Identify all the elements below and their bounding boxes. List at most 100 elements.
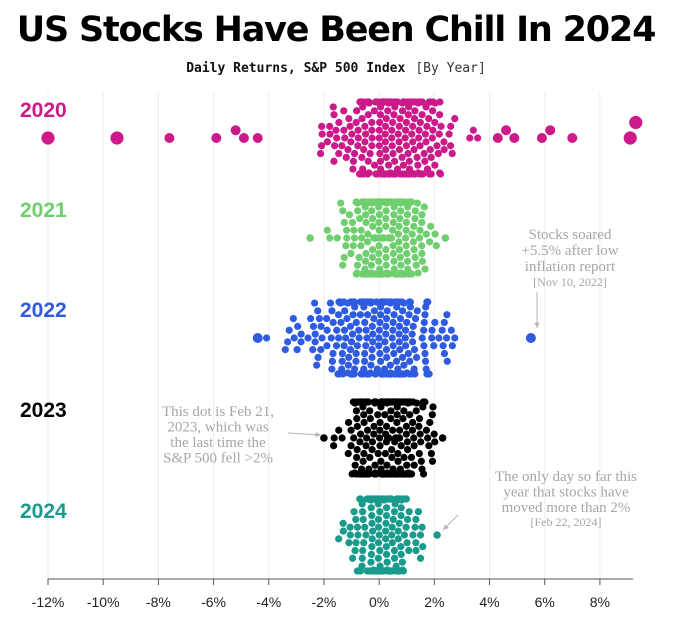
- data-dot: [361, 257, 370, 265]
- data-dot: [401, 126, 410, 134]
- data-dot: [433, 142, 441, 150]
- data-dot: [406, 357, 414, 365]
- highlight-dot: [501, 125, 512, 136]
- data-dot: [445, 130, 453, 138]
- data-dot: [389, 426, 397, 434]
- data-dot: [363, 434, 371, 442]
- chart-subtitle-note: [By Year]: [415, 61, 485, 76]
- data-dot: [396, 346, 404, 354]
- data-dot: [330, 111, 338, 119]
- data-dot: [361, 318, 369, 327]
- x-axis: -12% -10% -8% -6% -4% -2% 0% 2% 4% 6% 8%: [32, 579, 610, 610]
- data-dot: [328, 307, 336, 315]
- data-dot: [329, 318, 337, 327]
- data-dot: [383, 558, 391, 566]
- data-dot: [421, 130, 429, 138]
- highlight-dot: [164, 133, 175, 143]
- data-dot: [403, 539, 411, 547]
- data-dot: [400, 453, 408, 461]
- data-dot: [398, 153, 406, 161]
- data-dot: [376, 434, 384, 442]
- data-dot: [375, 326, 383, 334]
- data-dot: [402, 118, 411, 127]
- data-dot: [339, 261, 347, 269]
- data-dot: [430, 430, 438, 438]
- annotation-text: inflation report: [525, 259, 616, 275]
- data-dot: [416, 531, 425, 539]
- data-dot: [376, 546, 384, 555]
- data-dot: [466, 134, 474, 142]
- data-dot: [368, 118, 376, 127]
- data-dot: [329, 349, 337, 358]
- highlight-dot: [629, 115, 643, 130]
- data-dot: [368, 353, 376, 361]
- data-dot: [376, 442, 384, 450]
- data-dot: [381, 130, 389, 138]
- data-dot: [317, 346, 325, 354]
- data-dot: [403, 318, 411, 327]
- data-dot: [369, 527, 377, 535]
- data-dot: [363, 238, 372, 246]
- data-dot: [376, 418, 384, 427]
- annotation-text: 2023, which was: [167, 420, 268, 436]
- data-dot: [375, 211, 384, 219]
- data-dot: [333, 234, 341, 242]
- data-dot: [345, 353, 353, 361]
- data-dot: [428, 457, 437, 465]
- data-dot: [354, 126, 362, 134]
- data-dot: [311, 338, 319, 346]
- data-dot: [407, 198, 416, 206]
- highlight-dot: [441, 234, 450, 242]
- data-dot: [374, 449, 382, 458]
- data-dot: [338, 434, 346, 442]
- data-dot: [395, 122, 403, 130]
- data-dot: [370, 430, 378, 438]
- data-dot: [334, 311, 343, 319]
- data-dot: [304, 334, 312, 342]
- year-label: 2024: [20, 500, 67, 523]
- data-dot: [368, 438, 377, 446]
- data-dot: [382, 511, 391, 520]
- data-dot: [362, 211, 370, 219]
- data-dot: [391, 157, 399, 165]
- data-dot: [415, 126, 423, 134]
- data-dot: [390, 311, 398, 319]
- data-dot: [363, 495, 371, 503]
- data-dot: [407, 470, 416, 478]
- data-dot: [347, 338, 356, 346]
- data-dot: [360, 146, 368, 154]
- data-dot: [402, 342, 410, 350]
- data-dot: [376, 508, 384, 516]
- data-dot: [356, 298, 364, 306]
- annotation-arrowhead: [443, 524, 449, 530]
- data-dot: [399, 161, 407, 169]
- data-dot: [335, 334, 343, 342]
- data-dot: [411, 315, 420, 323]
- data-dot: [342, 226, 351, 234]
- data-dot: [400, 407, 408, 415]
- data-dot: [418, 111, 426, 119]
- data-dot: [366, 415, 374, 423]
- data-dot: [382, 253, 390, 261]
- data-dot: [405, 546, 413, 555]
- data-dot: [443, 357, 451, 365]
- data-dot: [326, 130, 334, 138]
- data-dot: [367, 504, 375, 512]
- data-dot: [397, 442, 405, 450]
- data-dot: [420, 318, 428, 327]
- data-dot: [402, 226, 410, 234]
- x-tick-label: 0%: [369, 594, 389, 610]
- annotation-text: S&P 500 fell >2%: [163, 451, 273, 467]
- data-dot: [318, 130, 326, 138]
- data-dot: [333, 326, 341, 334]
- data-dot: [360, 449, 368, 458]
- data-dot: [408, 338, 417, 346]
- data-dot: [368, 346, 376, 354]
- data-dot: [400, 299, 408, 307]
- data-dot: [425, 370, 433, 378]
- data-dot: [408, 270, 416, 278]
- x-tick-label: 8%: [590, 594, 610, 610]
- data-dot: [409, 238, 417, 246]
- data-dot: [328, 365, 336, 373]
- data-dot: [350, 508, 358, 516]
